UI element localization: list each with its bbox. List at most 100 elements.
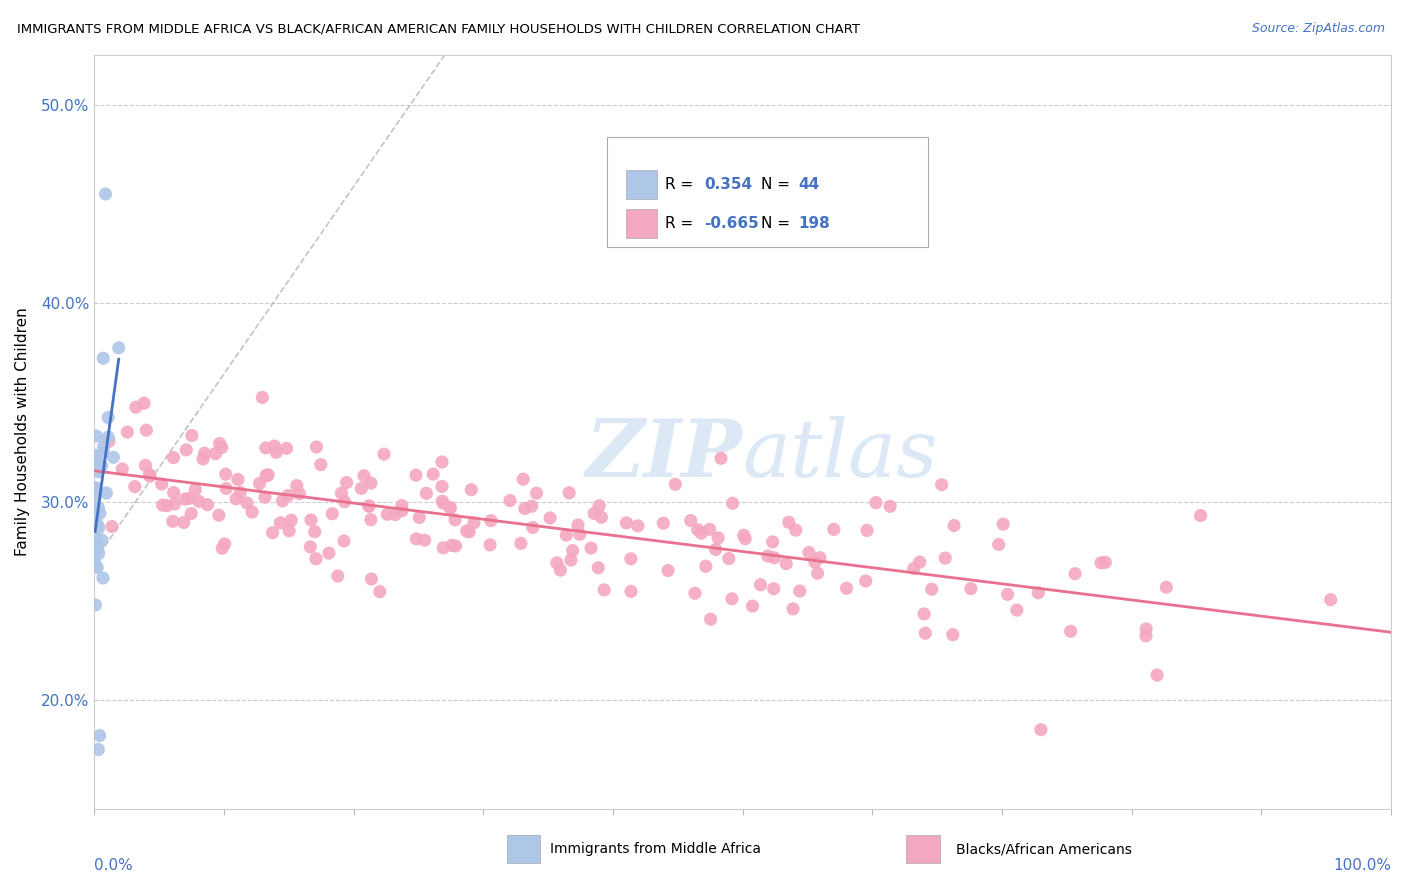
- Point: [84, 448, 107, 462]
- Point: [588, 499, 610, 513]
- Point: [997, 587, 1019, 601]
- Point: [288, 486, 311, 500]
- Point: [180, 428, 202, 442]
- Point: [1005, 603, 1028, 617]
- Point: [368, 584, 391, 599]
- Point: [96, 486, 118, 500]
- Point: [690, 526, 713, 541]
- Point: [432, 496, 454, 510]
- Text: -0.665: -0.665: [704, 216, 759, 231]
- Point: [254, 441, 277, 455]
- Point: [89, 461, 111, 475]
- Point: [695, 559, 717, 574]
- Point: [707, 531, 730, 545]
- Point: [789, 584, 811, 599]
- Text: Immigrants from Middle Africa: Immigrants from Middle Africa: [550, 842, 761, 856]
- Point: [415, 486, 437, 500]
- Point: [627, 519, 650, 533]
- Point: [1064, 566, 1087, 581]
- Point: [903, 561, 925, 575]
- Point: [101, 519, 124, 533]
- Point: [249, 476, 271, 491]
- Point: [333, 534, 356, 549]
- Point: [741, 599, 763, 613]
- Point: [86, 560, 108, 574]
- Point: [134, 458, 156, 473]
- Text: atlas: atlas: [742, 416, 938, 493]
- Point: [90, 458, 112, 473]
- Point: [184, 483, 207, 497]
- Point: [1059, 624, 1081, 639]
- Point: [1146, 668, 1168, 682]
- Point: [699, 522, 721, 536]
- Point: [87, 542, 110, 557]
- Point: [87, 518, 110, 533]
- Point: [353, 468, 375, 483]
- Point: [103, 450, 125, 465]
- Point: [439, 500, 461, 515]
- Point: [710, 451, 733, 466]
- Point: [278, 524, 301, 538]
- Point: [117, 425, 139, 439]
- Point: [276, 442, 298, 456]
- Point: [520, 500, 543, 514]
- Text: 100.0%: 100.0%: [1333, 858, 1391, 873]
- Point: [555, 528, 578, 542]
- Point: [215, 467, 238, 482]
- Point: [460, 483, 482, 497]
- Point: [384, 508, 406, 522]
- Point: [567, 518, 589, 533]
- Point: [522, 520, 544, 534]
- Point: [526, 486, 548, 500]
- Point: [360, 513, 382, 527]
- Point: [174, 442, 197, 457]
- Y-axis label: Family Households with Children: Family Households with Children: [15, 308, 30, 557]
- Point: [98, 434, 121, 449]
- Point: [432, 541, 454, 555]
- Point: [163, 497, 186, 511]
- Point: [1189, 508, 1212, 523]
- Point: [391, 504, 413, 518]
- Point: [174, 492, 197, 507]
- Point: [1135, 629, 1157, 643]
- Text: 198: 198: [799, 216, 831, 231]
- Point: [139, 469, 162, 483]
- Point: [263, 439, 285, 453]
- Point: [87, 461, 110, 475]
- Point: [305, 551, 328, 566]
- Point: [204, 446, 226, 460]
- Point: [93, 440, 115, 454]
- Point: [299, 540, 322, 554]
- Point: [762, 534, 785, 549]
- Point: [652, 516, 675, 531]
- Point: [479, 538, 502, 552]
- Point: [558, 485, 581, 500]
- Point: [408, 510, 430, 524]
- Point: [87, 465, 110, 479]
- Text: 0.354: 0.354: [704, 177, 752, 192]
- Point: [763, 550, 786, 565]
- Point: [253, 490, 276, 504]
- Point: [657, 564, 679, 578]
- Point: [823, 522, 845, 536]
- Point: [191, 452, 214, 467]
- Point: [87, 456, 110, 470]
- Point: [934, 551, 956, 566]
- Point: [912, 607, 935, 621]
- Text: Source: ZipAtlas.com: Source: ZipAtlas.com: [1251, 22, 1385, 36]
- Point: [908, 555, 931, 569]
- Point: [177, 491, 200, 506]
- Point: [804, 555, 827, 569]
- Point: [215, 482, 238, 496]
- Point: [197, 498, 219, 512]
- Point: [538, 511, 561, 525]
- Point: [717, 551, 740, 566]
- Point: [266, 445, 288, 459]
- Point: [391, 499, 413, 513]
- Point: [1029, 723, 1052, 737]
- Point: [546, 556, 568, 570]
- Point: [360, 572, 382, 586]
- Point: [107, 341, 129, 355]
- Text: N =: N =: [761, 177, 794, 192]
- Point: [463, 516, 485, 530]
